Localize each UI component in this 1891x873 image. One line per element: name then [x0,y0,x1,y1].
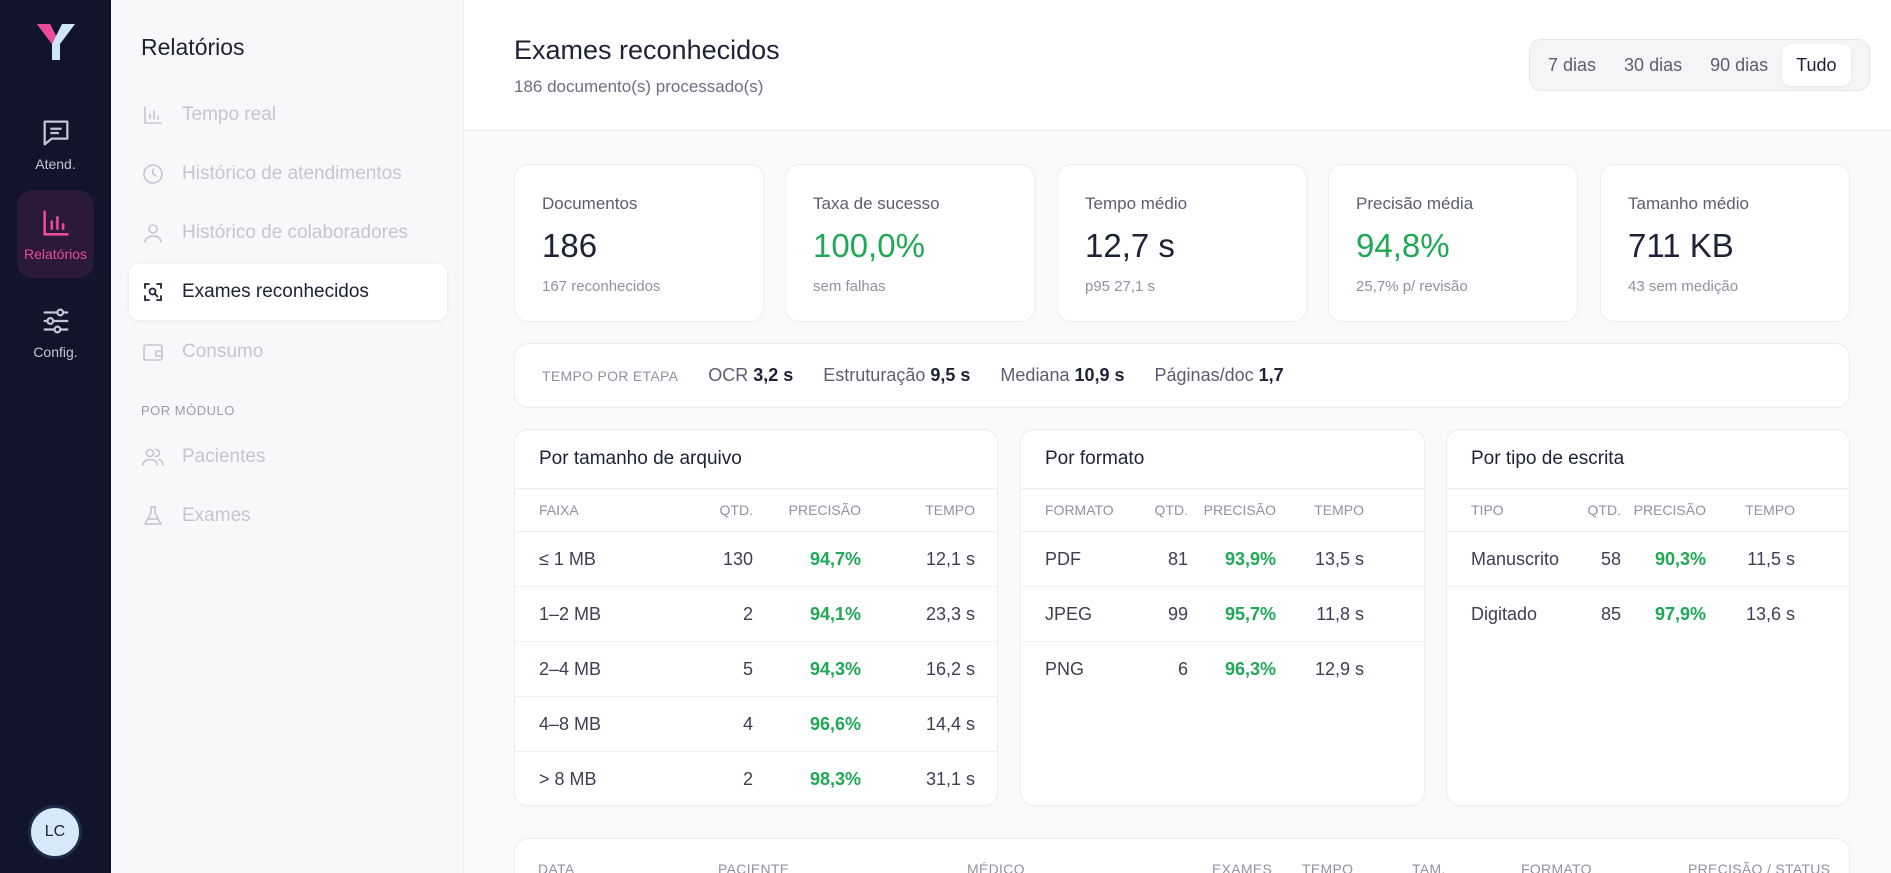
table-row: JPEG 99 95,7% 11,8 s [1021,587,1424,642]
kpi-value: 94,8% [1356,227,1450,264]
kpi-card-tempo-medio: Tempo médio 12,7 s p95 27,1 s [1057,164,1307,322]
table-header: FAIXA QTD. PRECISÃO TEMPO [515,489,997,532]
table-title: Por tamanho de arquivo [515,430,997,489]
wallet-icon [143,344,163,361]
bar-chart-icon [144,106,162,124]
rail-item-relatorios[interactable]: Relatórios [17,190,94,278]
column-header[interactable]: FORMATO [1521,861,1592,873]
date-range-selector: 7 dias 30 dias 90 dias Tudo [1529,39,1870,91]
kpi-value: 12,7 s [1085,227,1175,264]
clock-icon [143,164,163,184]
sliders-icon [43,308,68,334]
kpi-value: 186 [542,227,598,264]
nav-item-consumo[interactable]: Consumo [129,324,447,380]
kpi-label: Documentos [542,194,638,213]
kpi-value: 711 KB [1628,227,1734,264]
rail-item-label: Atend. [35,156,76,172]
nav-item-pacientes[interactable]: Pacientes [129,429,447,485]
column-header[interactable]: MÉDICO [967,861,1025,873]
kpi-note: 25,7% p/ revisão [1356,278,1468,295]
nav-item-historico-colaboradores[interactable]: Histórico de colaboradores [129,205,447,261]
range-all-button[interactable]: Tudo [1782,44,1851,86]
kpi-card-precisao-media: Precisão média 94,8% 25,7% p/ revisão [1328,164,1578,322]
range-30-days-button[interactable]: 30 dias [1624,54,1683,75]
subnav-title: Relatórios [141,34,245,60]
column-header[interactable]: EXAMES [1212,861,1273,873]
table-row: PNG 6 96,3% 12,9 s [1045,659,1364,679]
app-rail: Atend. Relatórios Config. LC [0,0,111,873]
table-header: FORMATO QTD. PRECISÃO TEMPO [1021,489,1424,532]
stage-item-paginas-doc: Páginas/doc 1,7 [1154,365,1284,385]
table-card-size: Por tamanho de arquivo FAIXA QTD. PRECIS… [514,429,998,806]
nav-item-historico-atendimentos[interactable]: Histórico de atendimentos [129,146,447,202]
kpi-note: 167 reconhecidos [542,278,661,295]
table-header: TIPO QTD. PRECISÃO TEMPO [1447,489,1849,532]
rail-item-label: Relatórios [23,246,88,262]
table-card-format: Por formato FORMATO QTD. PRECISÃO TEMPO … [1020,429,1425,806]
kpi-card-documentos: Documentos 186 167 reconhecidos [514,164,764,322]
scan-icon [144,283,162,301]
stage-item-ocr: OCR 3,2 s [708,365,794,385]
nav-item-label: Consumo [182,341,264,362]
nav-item-label: Histórico de colaboradores [182,222,409,243]
table-row: PDF 81 93,9% 13,5 s [1021,532,1424,587]
column-header[interactable]: TAM. [1412,861,1446,873]
rail-item-atendimentos[interactable]: Atend. [17,100,94,188]
rail-item-label: Config. [33,344,78,360]
kpi-note: 43 sem medição [1628,278,1739,295]
app-logo-icon[interactable] [33,18,79,64]
kpi-label: Precisão média [1356,194,1474,213]
reports-subnav: Relatórios Tempo real Histórico de atend… [111,0,464,873]
kpi-value: 100,0% [813,227,925,264]
nav-item-exames-reconhecidos[interactable]: Exames reconhecidos [129,264,447,320]
kpi-card-tamanho-medio: Tamanho médio 711 KB 43 sem medição [1600,164,1850,322]
documents-table-card: DATA PACIENTE MÉDICO EXAMES TEMPO TAM. F… [514,838,1850,873]
kpi-card-taxa-sucesso: Taxa de sucesso 100,0% sem falhas [785,164,1035,322]
table-row: Digitado 85 97,9% 13,6 s [1471,604,1795,624]
column-header[interactable]: PACIENTE [718,861,790,873]
table-row: 1–2 MB 2 94,1% 23,3 s [515,587,997,642]
rail-item-config[interactable]: Config. [17,288,94,376]
nav-item-label: Tempo real [182,104,276,125]
table-row: > 8 MB 2 98,3% 31,1 s [539,769,975,789]
range-90-days-button[interactable]: 90 dias [1710,54,1769,75]
table-row: Manuscrito 58 90,3% 11,5 s [1447,532,1849,587]
table-title: Por tipo de escrita [1447,430,1849,489]
kpi-label: Tamanho médio [1628,194,1749,213]
page-header: Exames reconhecidos 186 documento(s) pro… [464,0,1891,131]
stage-label: TEMPO POR ETAPA [542,367,679,384]
flask-icon [144,506,162,525]
user-icon [144,224,162,243]
main-content: Exames reconhecidos 186 documento(s) pro… [464,0,1891,873]
stage-timing-bar: TEMPO POR ETAPA OCR 3,2 s Estruturação 9… [514,343,1850,408]
page-title: Exames reconhecidos [514,35,780,65]
chat-icon [43,120,68,146]
table-row: ≤ 1 MB 130 94,7% 12,1 s [515,532,997,587]
users-icon [142,448,164,466]
nav-item-label: Exames [182,505,251,526]
nav-item-exames[interactable]: Exames [129,488,447,544]
page-subtitle: 186 documento(s) processado(s) [514,77,764,96]
kpi-label: Tempo médio [1085,194,1188,213]
module-section-label: POR MÓDULO [141,403,235,418]
nav-item-label: Pacientes [182,446,266,467]
table-card-writing: Por tipo de escrita TIPO QTD. PRECISÃO T… [1446,429,1850,806]
column-header[interactable]: DATA [538,861,575,873]
nav-item-label: Exames reconhecidos [182,281,369,302]
kpi-note: p95 27,1 s [1085,278,1156,295]
column-header[interactable]: PRECISÃO / STATUS [1688,861,1831,873]
table-title: Por formato [1021,430,1424,489]
column-header[interactable]: TEMPO [1302,861,1354,873]
stage-item-mediana: Mediana 10,9 s [1000,365,1125,385]
nav-item-label: Histórico de atendimentos [182,163,402,184]
table-row: 2–4 MB 5 94,3% 16,2 s [515,642,997,697]
range-7-days-button[interactable]: 7 dias [1548,54,1597,75]
stage-item-estruturacao: Estruturação 9,5 s [823,365,971,385]
table-row: 4–8 MB 4 96,6% 14,4 s [515,697,997,752]
user-avatar[interactable]: LC [28,805,82,859]
bar-chart-icon [42,210,69,236]
nav-item-tempo-real[interactable]: Tempo real [129,87,447,143]
kpi-note: sem falhas [813,278,886,295]
kpi-label: Taxa de sucesso [813,194,940,213]
